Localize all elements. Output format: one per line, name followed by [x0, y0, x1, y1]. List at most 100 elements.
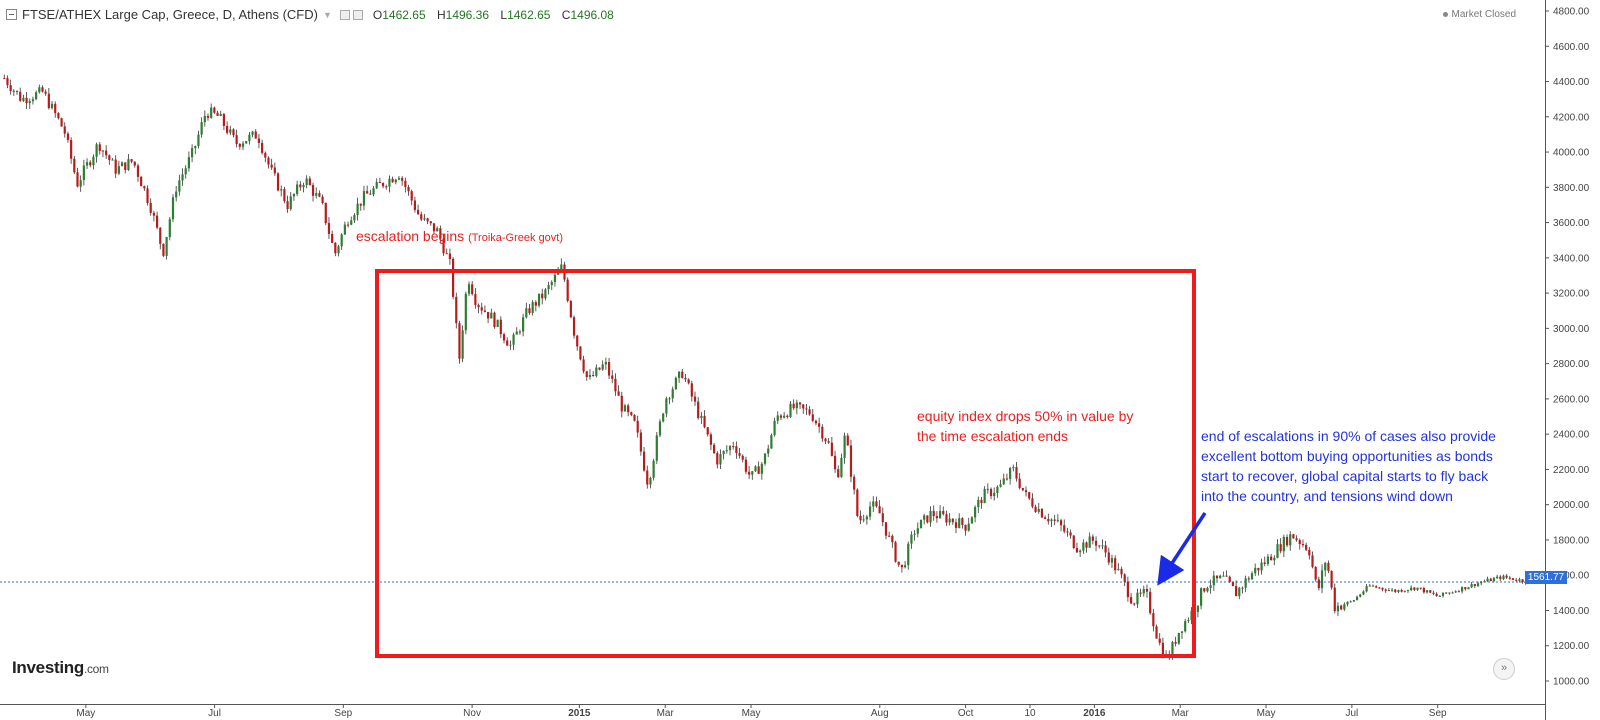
candle-body	[827, 441, 830, 443]
instrument-title[interactable]: FTSE/ATHEX Large Cap, Greece, D, Athens …	[22, 7, 318, 22]
candle-body	[773, 420, 776, 436]
candle-body	[1355, 596, 1359, 601]
candle-body	[60, 118, 63, 127]
bottom-arrow	[1157, 512, 1207, 586]
candle-body	[1460, 587, 1464, 592]
candle-body	[528, 308, 531, 314]
candle-body	[143, 186, 146, 189]
candle-body	[455, 296, 458, 324]
candle-body	[607, 361, 611, 376]
candle-body	[623, 405, 627, 412]
candle-body	[958, 518, 961, 528]
candle-body	[292, 194, 296, 197]
candle-body	[760, 463, 763, 474]
annotation-end-line2: excellent bottom buying opportunities as…	[1201, 448, 1493, 464]
candle-body	[690, 383, 693, 397]
candle-body	[226, 125, 229, 133]
market-status: Market Closed	[1442, 9, 1516, 20]
candle-body	[1018, 478, 1021, 488]
candle-body	[50, 103, 54, 109]
candle-body	[471, 284, 474, 295]
candle-body	[31, 99, 35, 102]
candle-body	[1394, 589, 1397, 592]
y-tick-label: 4600.00	[1553, 42, 1590, 53]
candle-body	[1094, 540, 1098, 546]
candle-body	[276, 173, 280, 191]
candle-body	[1114, 558, 1117, 571]
candle-body	[989, 488, 993, 497]
candle-body	[327, 223, 331, 234]
candle-body	[1091, 536, 1094, 541]
candle-body	[1066, 531, 1069, 533]
candle-body	[1438, 595, 1441, 597]
candle-body	[824, 438, 827, 442]
x-tick-label: Sep	[1429, 708, 1447, 719]
open-value: 1462.65	[382, 7, 426, 22]
scroll-to-latest-icon[interactable]: »	[1493, 658, 1515, 680]
candle-body	[190, 148, 194, 158]
candle-body	[1187, 620, 1190, 622]
candle-body	[493, 312, 496, 327]
candle-body	[41, 87, 44, 92]
candle-body	[219, 113, 222, 116]
candle-body	[840, 457, 843, 478]
visibility-icon[interactable]	[339, 9, 350, 20]
investing-logo: Investing.com	[12, 658, 109, 678]
candle-body	[101, 150, 105, 152]
candle-body	[429, 221, 432, 224]
candle-body	[1190, 610, 1193, 621]
y-tick-label: 1200.00	[1553, 641, 1590, 652]
candle-body	[1521, 579, 1524, 583]
candle-body	[1406, 590, 1410, 592]
candle-body	[1387, 590, 1390, 592]
annotation-end-line1: end of escalations in 90% of cases also …	[1201, 428, 1496, 444]
candle-body	[725, 450, 728, 452]
candle-body	[856, 489, 859, 516]
candle-body	[63, 126, 66, 134]
candle-body	[1247, 578, 1250, 580]
candle-body	[1069, 532, 1072, 536]
candle-body	[324, 202, 327, 224]
candle-body	[264, 152, 267, 158]
annotation-end-escalations: end of escalations in 90% of cases also …	[1201, 426, 1496, 506]
settings-icon[interactable]	[352, 9, 363, 20]
y-tick-label: 3200.00	[1553, 289, 1590, 300]
y-tick-label: 4400.00	[1553, 77, 1590, 88]
candle-body	[1511, 578, 1515, 580]
candle-body	[1231, 581, 1235, 587]
candle-body	[1371, 585, 1375, 587]
market-status-text: Market Closed	[1451, 9, 1516, 20]
candle-body	[401, 178, 404, 181]
candle-body	[483, 310, 487, 312]
candle-body	[674, 377, 678, 390]
candle-body	[257, 138, 261, 143]
candle-body	[1333, 587, 1336, 612]
candle-body	[553, 274, 557, 282]
candle-body	[337, 246, 340, 254]
candle-body	[544, 289, 547, 299]
candle-body	[986, 488, 989, 490]
low-value: 1462.65	[507, 7, 551, 22]
collapse-icon[interactable]	[6, 9, 17, 20]
chevron-down-icon[interactable]: ▼	[322, 9, 332, 20]
candle-body	[1082, 542, 1085, 551]
candle-body	[983, 488, 986, 504]
candle-body	[697, 401, 700, 418]
candle-body	[1320, 570, 1324, 589]
candle-body	[502, 334, 506, 341]
candle-body	[1352, 600, 1355, 602]
candle-body	[878, 506, 881, 514]
candle-body	[1422, 588, 1426, 593]
candle-body	[451, 258, 455, 297]
y-tick-label: 3600.00	[1553, 218, 1590, 229]
candle-body	[9, 85, 12, 92]
candle-body	[948, 518, 951, 523]
candle-body	[22, 97, 25, 101]
candle-body	[15, 90, 19, 92]
candle-body	[1365, 585, 1368, 592]
candle-body	[270, 164, 273, 168]
candle-body	[677, 371, 681, 378]
candle-body	[1496, 576, 1499, 579]
candle-body	[3, 78, 6, 79]
